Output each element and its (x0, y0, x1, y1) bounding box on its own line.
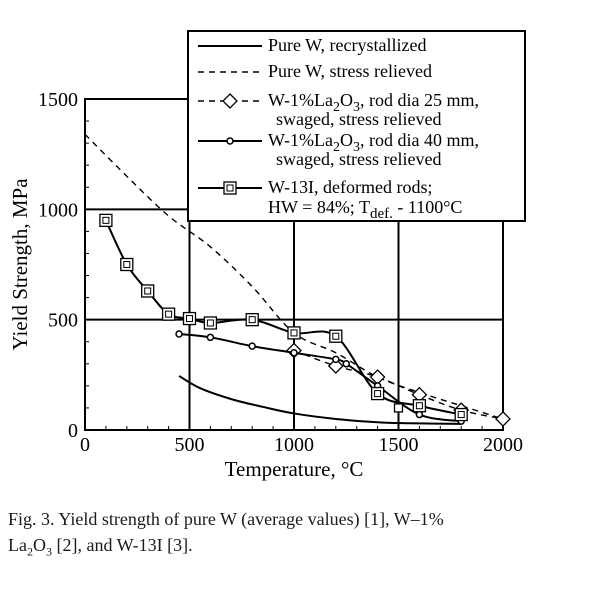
x-tick-label: 500 (175, 434, 205, 456)
caption-line-1: Fig. 3. Yield strength of pure W (averag… (8, 509, 444, 529)
data-point-square (412, 399, 427, 413)
series-1 (178, 375, 462, 425)
legend-label-line2: swaged, stress relieved (276, 149, 441, 169)
legend-label: W-1%La2O3, rod dia 40 mm, (268, 130, 479, 155)
data-point-square (329, 329, 343, 343)
data-point-square-inner (144, 287, 152, 295)
data-point-square (120, 257, 134, 272)
caption-la: La (8, 535, 27, 555)
legend-text-part: - 1100°C (393, 197, 463, 217)
data-point-circle (248, 342, 256, 350)
data-point-square (245, 313, 259, 327)
data-point-square (99, 213, 113, 228)
data-point-square (287, 326, 301, 340)
data-point-circle (206, 333, 215, 342)
legend-text-part: W-1%La (268, 130, 333, 150)
x-axis-label: Temperature, °C (225, 457, 364, 481)
caption-sub-3: 3 (45, 544, 52, 559)
legend-text-part: W-1%La (268, 90, 333, 110)
data-point-square (203, 316, 218, 330)
y-tick-label: 500 (48, 310, 78, 332)
y-axis-label: Yield Strength, MPa (8, 178, 32, 351)
data-point-square-inner (123, 261, 131, 268)
x-tick-label: 1500 (379, 434, 419, 456)
legend-text-part: , rod dia 40 mm, (360, 130, 479, 150)
legend-text-part: def. (370, 206, 393, 222)
series-line (104, 219, 462, 416)
data-point-circle (175, 330, 183, 338)
data-point-circle (415, 410, 424, 419)
legend-text-part: 2 (333, 140, 340, 155)
data-point-square (370, 386, 385, 401)
legend-text-part: 2 (333, 100, 340, 115)
legend-text-part: 3 (353, 100, 360, 115)
x-tick-label: 0 (80, 434, 90, 456)
legend-label: W-13I, deformed rods; (268, 177, 432, 197)
data-point-square-inner (415, 402, 423, 410)
data-point-square-inner (165, 310, 173, 318)
caption-refs: [2], and W-13I [3]. (51, 535, 193, 555)
y-tick-label: 1500 (38, 89, 78, 111)
data-point-square-inner (248, 316, 256, 324)
legend-box (187, 30, 526, 222)
data-point-circle (342, 360, 350, 368)
data-point-square-inner (102, 216, 110, 224)
data-point-circle (226, 137, 234, 145)
data-point-diamond (327, 358, 344, 374)
legend-label: Pure W, stress relieved (268, 61, 432, 81)
legend-text-part: HW = 84%; T (268, 197, 370, 217)
legend: Pure W, recrystallized Pure W, stress rel… (187, 30, 526, 222)
series-5 (99, 213, 468, 422)
legend-label: W-1%La2O3, rod dia 25 mm, (268, 90, 479, 115)
caption-sub-2: 2 (26, 544, 33, 559)
legend-text-part: , rod dia 25 mm, (360, 90, 479, 110)
data-point-square-inner (206, 319, 214, 327)
legend-text-part: 3 (353, 140, 360, 155)
legend-label-line2: swaged, stress relieved (276, 109, 441, 129)
y-tick-label: 0 (68, 420, 78, 442)
caption-line-2: La2O3 [2], and W-13I [3]. (8, 532, 582, 565)
data-point-square-inner (226, 184, 234, 192)
data-point-small-square (393, 403, 404, 413)
caption-o: O (32, 535, 46, 555)
data-point-circle (290, 349, 298, 357)
series-layer (84, 133, 511, 427)
x-tick-label: 2000 (483, 434, 523, 456)
legend-text-part: O (340, 130, 353, 150)
data-point-diamond (222, 93, 238, 109)
legend-text-part: O (340, 90, 353, 110)
data-point-square (182, 311, 197, 326)
axis-labels: Temperature, °C Yield Strength, MPa (8, 178, 363, 481)
data-point-square-inner (457, 411, 465, 419)
data-point-square (454, 407, 468, 422)
data-point-square (141, 284, 155, 298)
x-tick-label: 1000 (274, 434, 314, 456)
data-point-circle (332, 355, 340, 364)
legend-label: Pure W, recrystallized (268, 35, 426, 55)
data-point-square-inner (290, 329, 298, 337)
series-4 (175, 330, 465, 425)
series-line (178, 375, 462, 425)
legend-label-line2: HW = 84%; Tdef. - 1100°C (268, 197, 462, 222)
y-tick-label: 1000 (38, 199, 78, 221)
data-point-square-inner (186, 315, 193, 323)
data-point-square-inner (374, 390, 382, 398)
data-point-diamond (495, 411, 511, 427)
axes-layer: 0 500 1000 1500 2000 0 500 1000 1500 (38, 89, 523, 456)
data-point-square (223, 181, 237, 195)
data-point-square (161, 307, 176, 321)
figure-caption: Fig. 3. Yield strength of pure W (averag… (8, 506, 582, 565)
data-point-square-inner (332, 332, 340, 340)
